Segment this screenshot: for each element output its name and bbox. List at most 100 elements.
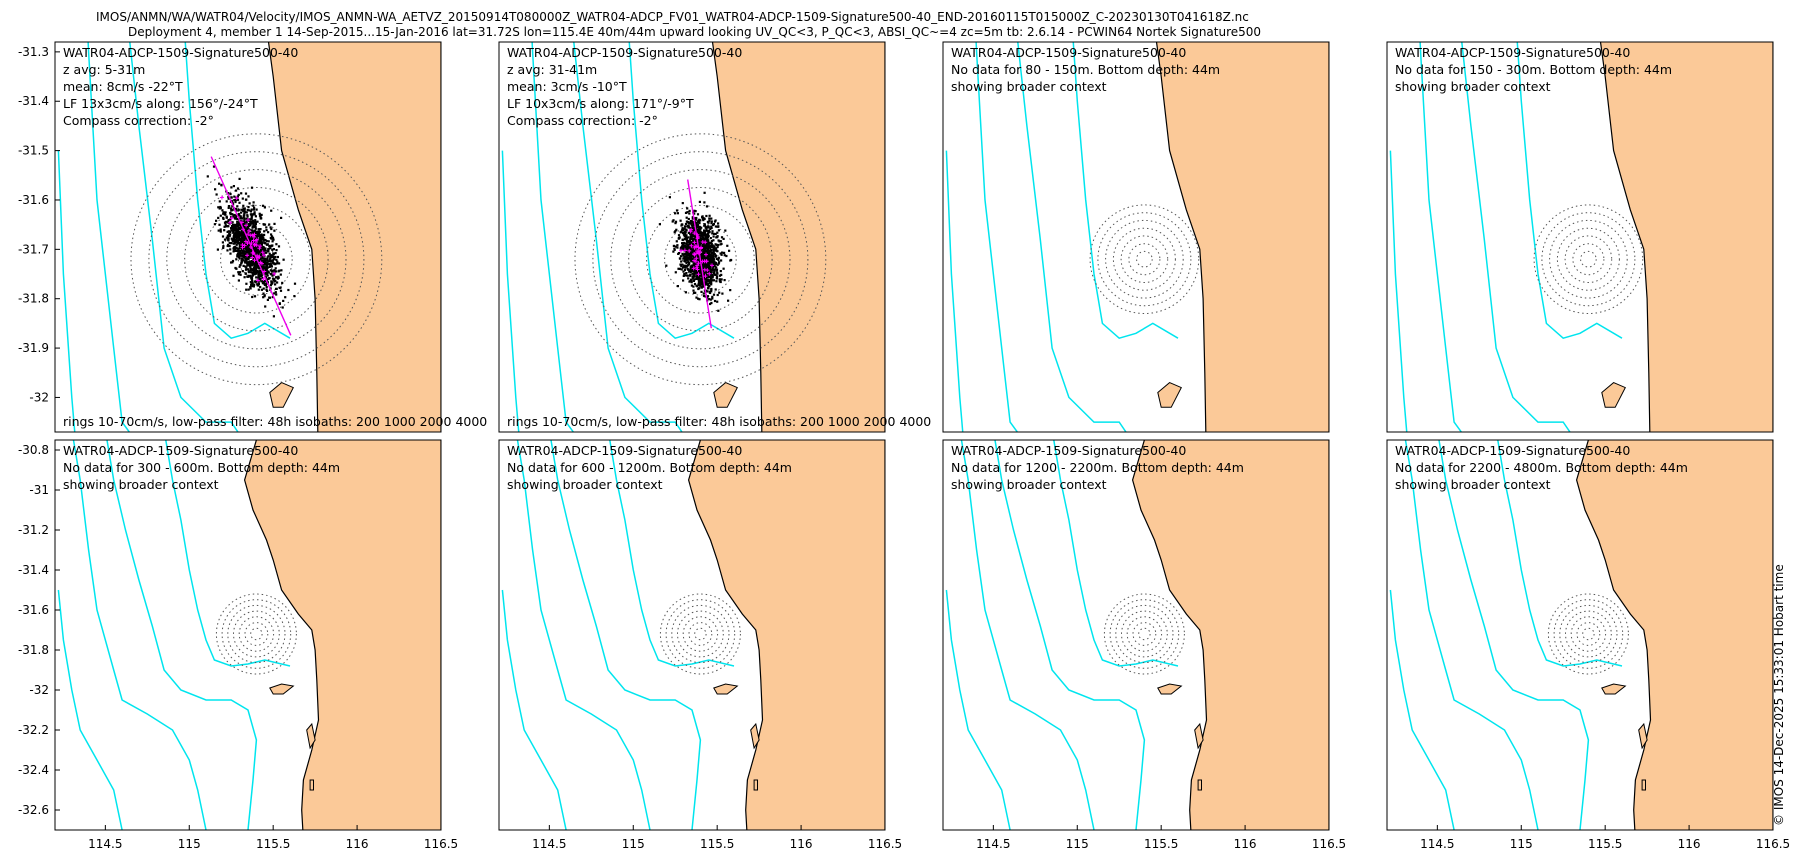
velocity-point — [246, 249, 249, 252]
island — [269, 382, 294, 408]
velocity-point — [247, 244, 250, 247]
velocity-point — [254, 258, 257, 261]
velocity-point — [251, 238, 254, 241]
velocity-point — [230, 227, 233, 230]
velocity-point — [251, 282, 254, 285]
velocity-point — [251, 219, 254, 222]
velocity-point — [279, 273, 282, 276]
velocity-point — [683, 274, 686, 277]
velocity-point — [237, 209, 240, 212]
velocity-point — [693, 261, 696, 264]
isobath-200m — [1516, 42, 1623, 340]
velocity-point — [221, 209, 224, 212]
velocity-point — [713, 253, 716, 256]
velocity-point — [270, 233, 273, 236]
velocity-point — [705, 252, 709, 256]
velocity-point — [698, 269, 701, 272]
low-pass-point — [248, 245, 253, 249]
velocity-point — [257, 282, 260, 285]
velocity-point — [681, 242, 684, 245]
velocity-point — [233, 199, 236, 202]
velocity-point — [689, 270, 692, 274]
velocity-point — [255, 233, 258, 236]
velocity-point — [691, 270, 694, 273]
velocity-point — [686, 207, 689, 210]
velocity-point — [248, 222, 251, 226]
velocity-point — [688, 209, 691, 212]
velocity-point — [263, 206, 266, 209]
velocity-point — [704, 295, 707, 298]
velocity-point — [216, 248, 219, 251]
velocity-point — [224, 222, 227, 225]
velocity-point — [235, 258, 238, 261]
x-tick-label: 115.5 — [700, 837, 734, 850]
velocity-point — [703, 264, 706, 267]
velocity-point — [709, 266, 712, 269]
velocity-point — [246, 268, 249, 271]
isobath-4000m — [1389, 150, 1408, 432]
velocity-point — [687, 236, 690, 239]
velocity-point — [259, 277, 262, 281]
velocity-point — [245, 230, 248, 233]
velocity-point — [248, 202, 251, 205]
low-pass-point — [252, 258, 257, 263]
velocity-point — [250, 239, 253, 242]
velocity-point — [712, 279, 715, 282]
velocity-point — [684, 247, 688, 250]
velocity-point — [694, 218, 698, 221]
velocity-point — [711, 255, 714, 258]
x-tick-label: 115 — [178, 837, 201, 850]
velocity-point — [223, 238, 227, 241]
velocity-point — [678, 257, 681, 260]
y-tick-label: -31.2 — [18, 523, 49, 537]
velocity-point — [719, 252, 722, 255]
velocity-point — [242, 250, 245, 253]
velocity-point — [265, 272, 268, 276]
velocity-point — [709, 249, 712, 252]
low-pass-point — [246, 232, 251, 237]
panel-annotation: No data for 80 - 150m. Bottom depth: 44m — [951, 62, 1220, 77]
speed-ring — [1089, 204, 1200, 315]
velocity-point — [682, 229, 685, 232]
isobath-200m — [1497, 440, 1623, 667]
velocity-point — [242, 215, 245, 219]
velocity-point — [698, 222, 701, 225]
velocity-point — [243, 214, 246, 217]
velocity-point — [708, 246, 711, 249]
velocity-point — [276, 260, 279, 263]
velocity-point — [251, 226, 254, 229]
speed-ring — [166, 169, 347, 350]
velocity-point — [258, 274, 261, 277]
velocity-point — [225, 220, 228, 223]
velocity-point — [241, 234, 244, 237]
velocity-point — [236, 195, 239, 198]
velocity-point — [227, 205, 230, 208]
low-pass-point — [695, 267, 700, 272]
map-content — [57, 440, 441, 830]
velocity-point — [699, 219, 702, 222]
panel-frame — [942, 439, 1330, 831]
speed-ring — [244, 622, 269, 646]
panel-frame — [54, 439, 442, 831]
velocity-point — [266, 271, 269, 274]
y-tick-label: -31.6 — [18, 603, 49, 617]
velocity-point — [240, 211, 243, 214]
velocity-point — [239, 215, 242, 218]
velocity-point — [250, 278, 254, 281]
velocity-point — [233, 240, 236, 243]
velocity-point — [703, 229, 706, 232]
velocity-point — [235, 214, 238, 218]
x-tick-label: 116.5 — [1312, 837, 1346, 850]
velocity-point — [253, 229, 257, 232]
velocity-point — [229, 248, 232, 251]
velocity-point — [279, 289, 283, 292]
velocity-point — [708, 290, 712, 293]
velocity-point — [235, 239, 238, 242]
velocity-point — [693, 264, 696, 267]
velocity-point — [710, 241, 713, 244]
velocity-point — [705, 228, 708, 231]
velocity-point — [265, 288, 268, 291]
velocity-point — [703, 191, 706, 194]
x-tick-label: 115 — [1066, 837, 1089, 850]
island — [713, 382, 738, 408]
